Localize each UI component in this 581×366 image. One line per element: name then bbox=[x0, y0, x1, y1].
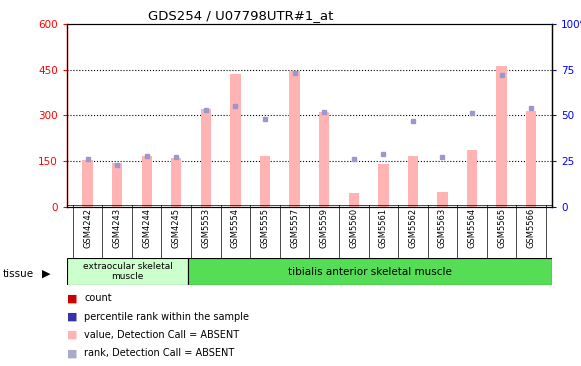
Bar bbox=[289, 71, 300, 207]
Text: GSM5561: GSM5561 bbox=[379, 208, 388, 248]
Bar bbox=[200, 109, 211, 207]
Text: GSM5559: GSM5559 bbox=[320, 208, 329, 248]
Text: GSM5564: GSM5564 bbox=[468, 208, 476, 248]
Text: value, Detection Call = ABSENT: value, Detection Call = ABSENT bbox=[84, 330, 239, 340]
Text: count: count bbox=[84, 293, 112, 303]
Text: ■: ■ bbox=[67, 311, 77, 322]
Text: GSM5565: GSM5565 bbox=[497, 208, 506, 248]
Text: GSM5557: GSM5557 bbox=[290, 208, 299, 248]
Text: tibialis anterior skeletal muscle: tibialis anterior skeletal muscle bbox=[288, 267, 452, 277]
Bar bbox=[230, 74, 241, 207]
Text: rank, Detection Call = ABSENT: rank, Detection Call = ABSENT bbox=[84, 348, 235, 358]
Text: GSM4244: GSM4244 bbox=[142, 208, 151, 248]
Text: GSM5553: GSM5553 bbox=[202, 208, 210, 248]
Bar bbox=[319, 112, 329, 207]
Text: GSM5563: GSM5563 bbox=[438, 208, 447, 248]
Bar bbox=[408, 156, 418, 207]
Text: GSM5554: GSM5554 bbox=[231, 208, 240, 248]
Text: GSM5555: GSM5555 bbox=[260, 208, 270, 248]
Text: percentile rank within the sample: percentile rank within the sample bbox=[84, 311, 249, 322]
Bar bbox=[378, 164, 389, 207]
Bar bbox=[67, 258, 188, 285]
Bar bbox=[437, 192, 448, 207]
Bar bbox=[171, 158, 181, 207]
Bar bbox=[112, 163, 122, 207]
Text: GDS254 / U07798UTR#1_at: GDS254 / U07798UTR#1_at bbox=[148, 9, 334, 22]
Text: GSM5566: GSM5566 bbox=[527, 208, 536, 248]
Bar bbox=[497, 67, 507, 207]
Bar bbox=[260, 156, 270, 207]
Text: ■: ■ bbox=[67, 330, 77, 340]
Bar bbox=[188, 258, 552, 285]
Text: GSM4242: GSM4242 bbox=[83, 208, 92, 248]
Bar bbox=[142, 156, 152, 207]
Bar bbox=[83, 160, 93, 207]
Text: GSM5562: GSM5562 bbox=[408, 208, 417, 248]
Text: GSM4243: GSM4243 bbox=[113, 208, 121, 248]
Text: extraocular skeletal
muscle: extraocular skeletal muscle bbox=[83, 262, 173, 281]
Text: ■: ■ bbox=[67, 293, 77, 303]
Bar bbox=[467, 150, 477, 207]
Text: GSM4245: GSM4245 bbox=[172, 208, 181, 248]
Text: ■: ■ bbox=[67, 348, 77, 358]
Text: GSM5560: GSM5560 bbox=[349, 208, 358, 248]
Bar bbox=[349, 193, 359, 207]
Bar bbox=[526, 111, 536, 207]
Text: ▶: ▶ bbox=[42, 269, 51, 279]
Text: tissue: tissue bbox=[3, 269, 34, 279]
